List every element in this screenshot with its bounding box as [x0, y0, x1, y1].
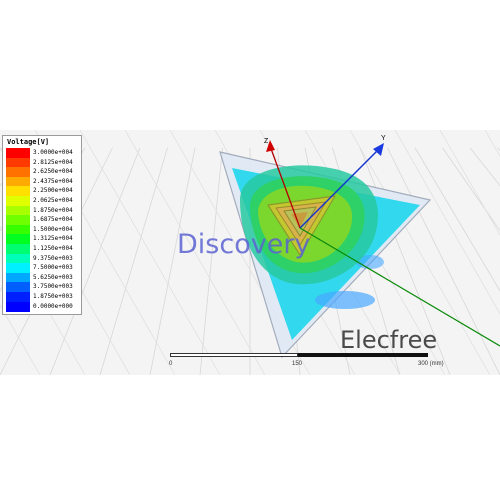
grid-line	[439, 130, 500, 236]
legend-swatch	[6, 224, 30, 235]
legend-entry: 1.6875e+004	[6, 215, 78, 226]
watermark-discovery: Discovery	[177, 229, 311, 260]
scale-label-0: 0	[169, 361, 173, 367]
legend-value-label: 1.5000e+004	[33, 225, 73, 233]
scale-segment-black	[298, 353, 428, 357]
grid-line	[469, 147, 500, 187]
legend-entry: 7.5000e+003	[6, 263, 78, 274]
scale-label-300: 300 (mm)	[418, 361, 444, 367]
legend-entry: 3.0000e+004	[6, 148, 78, 158]
legend-value-label: 2.4375e+004	[33, 177, 73, 185]
voltage-legend: Voltage[V] 3.0000e+004 2.8125e+004 2.6250e…	[2, 135, 82, 315]
grid-line	[442, 147, 500, 232]
legend-value-label: 2.6250e+004	[33, 168, 73, 176]
legend-value-label: 2.8125e+004	[33, 158, 73, 166]
legend-value-label: 0.0000e+000	[33, 302, 73, 310]
legend-entry: 1.5000e+004	[6, 224, 78, 235]
watermark-elecfree: Elecfree	[340, 326, 438, 354]
grid-line	[199, 147, 223, 375]
legend-swatch	[6, 272, 30, 283]
legend-swatch	[6, 148, 30, 158]
legend-entry: 0.0000e+000	[6, 301, 78, 312]
legend-swatch	[6, 253, 30, 264]
legend-entry: 1.8750e+003	[6, 292, 78, 302]
legend-entry: 2.2500e+004	[6, 186, 78, 197]
legend-swatch	[6, 186, 30, 197]
grid-line	[49, 147, 141, 375]
legend-value-label: 1.8750e+004	[33, 206, 73, 214]
grid-line	[79, 130, 221, 375]
legend-swatch	[6, 263, 30, 274]
legend-swatch	[6, 244, 30, 254]
legend-entry: 1.3125e+004	[6, 234, 78, 245]
legend-value-label: 1.6875e+004	[33, 216, 73, 224]
grid-line	[0, 304, 41, 375]
legend-value-label: 2.0625e+004	[33, 197, 73, 204]
grid-line	[484, 130, 500, 157]
legend-swatch	[6, 157, 30, 168]
legend-entry: 1.1250e+004	[6, 244, 78, 254]
legend-entry: 5.6250e+003	[6, 272, 78, 283]
legend-swatch	[6, 196, 30, 206]
legend-swatch	[6, 205, 30, 216]
legend-entry: 3.7500e+003	[6, 282, 78, 293]
legend-value-label: 3.7500e+003	[33, 283, 73, 291]
legend-swatch	[6, 301, 30, 312]
legend-title: Voltage[V]	[7, 138, 50, 146]
scale-segment-white	[170, 353, 298, 357]
legend-entry: 2.0625e+004	[6, 196, 78, 206]
legend-value-label: 9.3750e+003	[33, 254, 73, 262]
legend-swatch	[6, 167, 30, 178]
legend-entry: 9.3750e+003	[6, 253, 78, 264]
legend-value-label: 7.5000e+003	[33, 264, 73, 272]
grid-line	[149, 147, 196, 375]
legend-value-label: 1.1250e+004	[33, 245, 73, 252]
legend-swatch	[6, 215, 30, 226]
legend-entry: 2.4375e+004	[6, 176, 78, 187]
legend-swatch	[6, 234, 30, 245]
scale-bar: 0 150 300 (mm)	[169, 353, 444, 373]
legend-entry: 1.8750e+004	[6, 205, 78, 216]
legend-value-label: 1.8750e+003	[33, 293, 73, 300]
legend-value-label: 3.0000e+004	[33, 149, 73, 156]
legend-value-label: 2.2500e+004	[33, 187, 73, 195]
legend-value-label: 5.6250e+003	[33, 273, 73, 281]
legend-entry: 2.6250e+004	[6, 167, 78, 178]
scale-label-150: 150	[292, 361, 303, 367]
legend-swatch	[6, 282, 30, 293]
grid-line	[277, 147, 301, 375]
legend-entry: 2.8125e+004	[6, 157, 78, 168]
grid-line	[99, 147, 168, 375]
legend-value-label: 1.3125e+004	[33, 235, 73, 243]
legend-swatch	[6, 292, 30, 302]
legend-swatch	[6, 176, 30, 187]
